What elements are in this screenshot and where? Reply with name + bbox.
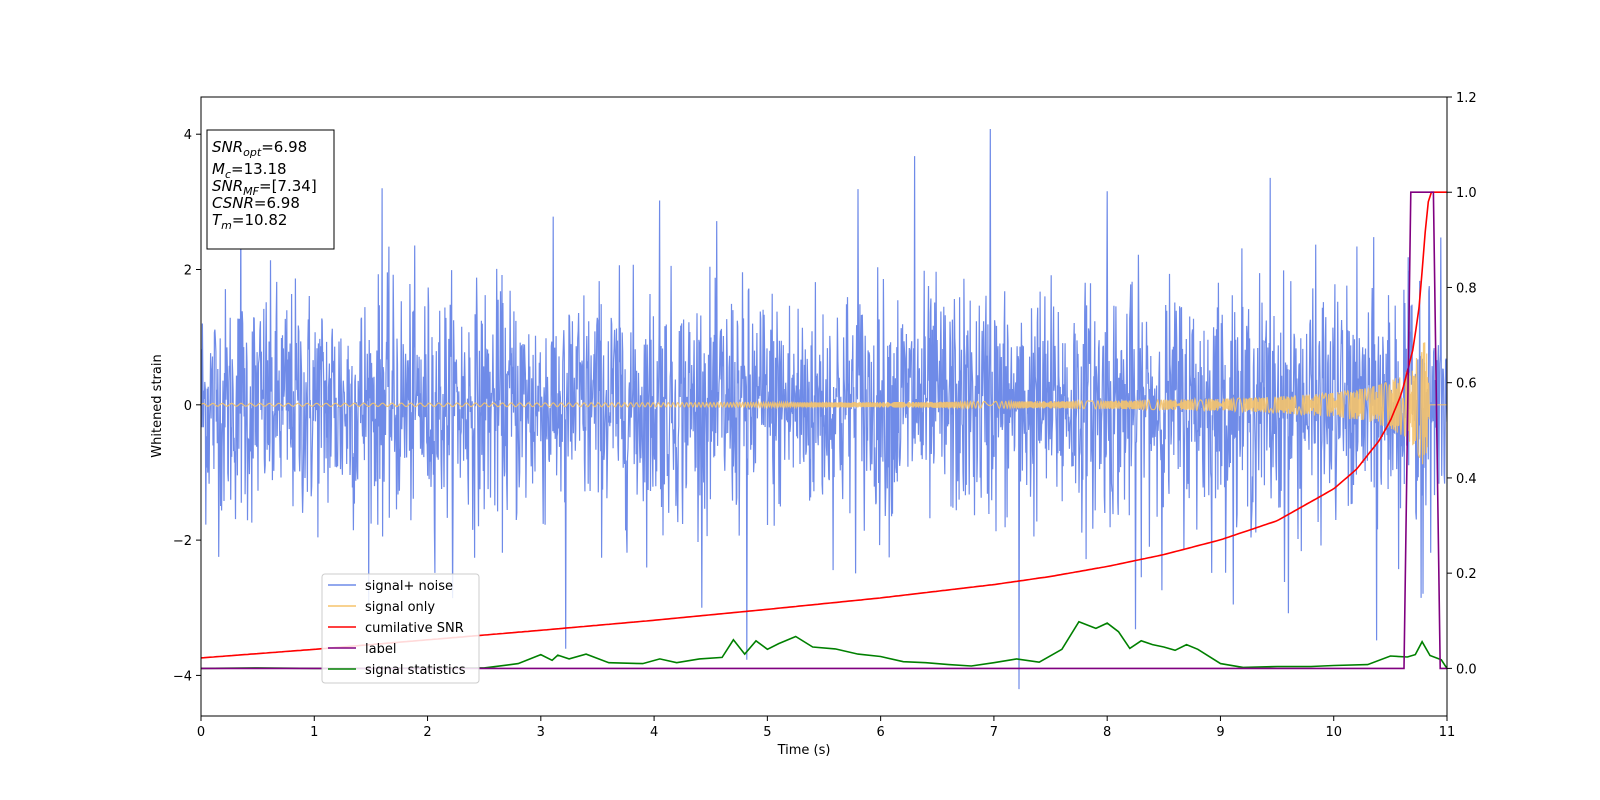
series-signal-noise-line: [201, 128, 1447, 690]
x-tick-label: 0: [197, 725, 205, 740]
annotation-line: Mc=13.18: [212, 160, 287, 181]
annotation-line: SNRopt=6.98: [212, 138, 307, 159]
y-left-tick-label: 0: [184, 399, 192, 414]
y-left-tick-label: −4: [173, 669, 192, 684]
annotation-value: =[7.34]: [259, 177, 317, 195]
series-label-line: [201, 191, 1447, 670]
annotation-base: SNR: [212, 177, 243, 195]
annotation-box: SNRopt=6.98Mc=13.18SNRMF=[7.34]CSNR=6.98…: [206, 129, 335, 250]
annotation-value: =6.98: [254, 194, 300, 212]
x-tick-label: 3: [537, 725, 545, 740]
series-signal-only-line: [201, 342, 1447, 465]
plot-frame: [200, 96, 1448, 717]
annotation-base: T: [212, 211, 223, 229]
x-tick-label: 2: [423, 725, 431, 740]
x-tick-label: 6: [876, 725, 884, 740]
annotation-base: M: [212, 160, 225, 178]
x-tick-label: 4: [650, 725, 658, 740]
y-axis-label: Whitened strain: [150, 354, 165, 457]
x-tick-label: 9: [1216, 725, 1224, 740]
y-left-tick-label: 4: [184, 128, 192, 143]
x-tick-label: 7: [990, 725, 998, 740]
y-right-tick-label: 0.8: [1456, 281, 1477, 296]
y-right-tick-label: 0.0: [1456, 662, 1477, 677]
x-tick-label: 10: [1325, 725, 1342, 740]
annotation-line: Tm=10.82: [212, 211, 287, 232]
x-tick-label: 8: [1103, 725, 1111, 740]
annotation-sub: m: [221, 219, 232, 232]
annotation-base: SNR: [212, 138, 243, 156]
x-tick-label: 5: [763, 725, 771, 740]
annotation-base: CSNR: [212, 194, 254, 212]
annotation-frame: [206, 129, 335, 250]
legend-entry: signal+ noise: [365, 579, 453, 594]
axes: 0 1 2 3 4 5 6 7 8 9 10 11 4 2 0 −2 −4 1.2 1.0 0.8 0.6 0.4 0.2 0…: [173, 91, 1477, 740]
legend-frame: [321, 573, 480, 684]
annotation-value: =10.82: [232, 211, 288, 229]
annotation-line: CSNR=6.98: [212, 194, 300, 212]
annotation-value: =6.98: [261, 138, 307, 156]
legend: signal+ noise signal only cumilative SNR la…: [321, 573, 480, 684]
y-right-tick-label: 0.2: [1456, 567, 1477, 582]
x-tick-label: 11: [1439, 725, 1456, 740]
y-left-tick-label: −2: [173, 534, 192, 549]
annotation-sub: opt: [243, 146, 262, 159]
annotation-value: =13.18: [231, 160, 287, 178]
y-right-tick-label: 0.4: [1456, 472, 1477, 487]
annotation-line: SNRMF=[7.34]: [212, 177, 317, 198]
y-left-tick-label: 2: [184, 264, 192, 279]
legend-entry: cumilative SNR: [365, 621, 464, 636]
y-right-tick-label: 0.6: [1456, 377, 1477, 392]
series-signal-statistics-line: [201, 620, 1447, 670]
legend-entry: signal only: [365, 600, 435, 615]
annotation-sub: c: [225, 168, 231, 181]
y-right-tick-label: 1.2: [1456, 91, 1477, 106]
y-right-tick-label: 1.0: [1456, 186, 1477, 201]
annotation-sub: MF: [243, 185, 259, 198]
legend-entry: label: [365, 642, 396, 657]
legend-entry: signal statistics: [365, 663, 466, 678]
x-axis-label: Time (s): [777, 743, 831, 758]
x-tick-label: 1: [310, 725, 318, 740]
